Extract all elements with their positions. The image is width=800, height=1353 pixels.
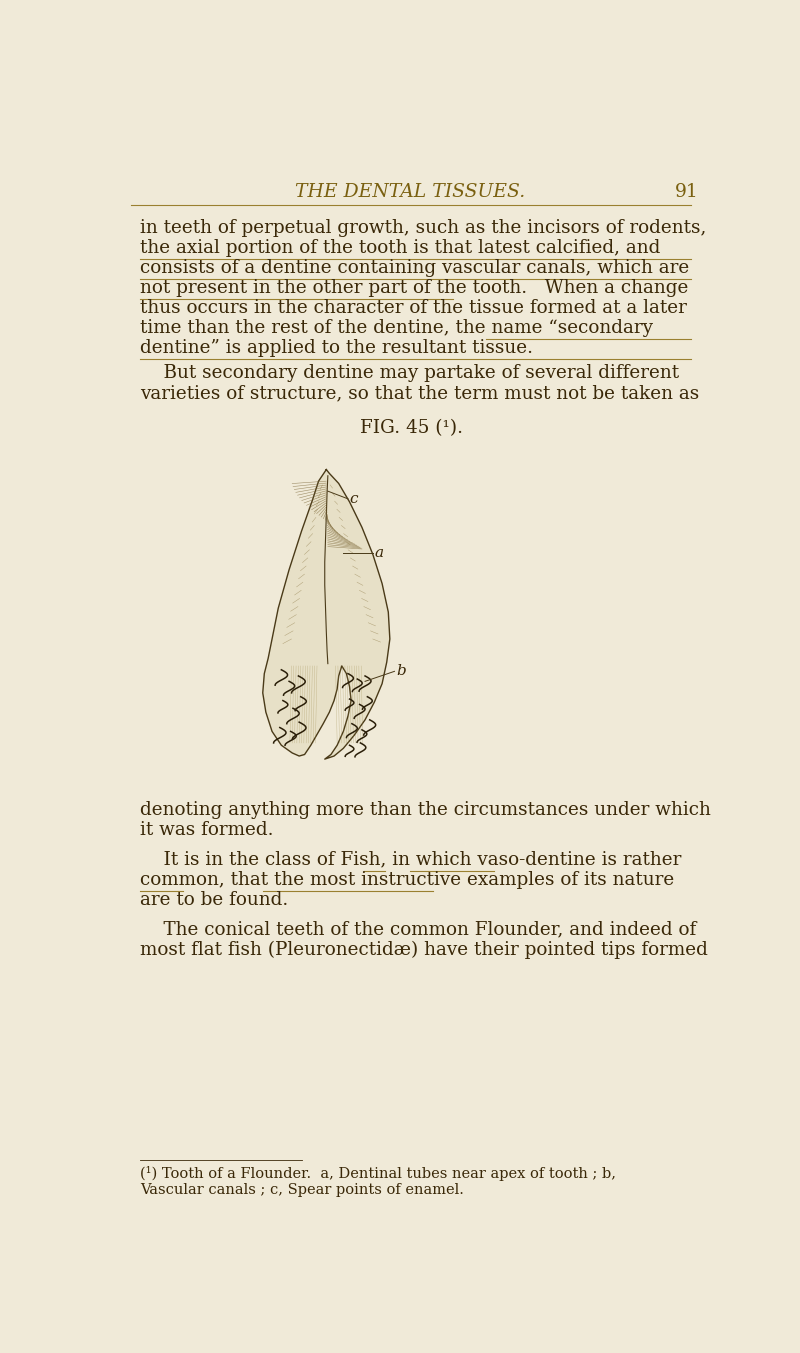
Text: most flat fish (Pleuronectidæ) have their pointed tips formed: most flat fish (Pleuronectidæ) have thei… (140, 940, 708, 959)
Text: 91: 91 (675, 183, 698, 200)
Text: dentine” is applied to the resultant tissue.: dentine” is applied to the resultant tis… (140, 340, 534, 357)
Text: THE DENTAL TISSUES.: THE DENTAL TISSUES. (295, 183, 525, 200)
Text: (¹) Tooth of a Flounder.  a, Dentinal tubes near apex of tooth ; b,
Vascular can: (¹) Tooth of a Flounder. a, Dentinal tub… (140, 1166, 616, 1197)
Text: FIG. 45 (¹).: FIG. 45 (¹). (360, 419, 462, 437)
Text: common, that the most instructive examples of its nature: common, that the most instructive exampl… (140, 871, 674, 889)
Text: not present in the other part of the tooth.   When a change: not present in the other part of the too… (140, 280, 689, 298)
Text: a: a (374, 545, 383, 560)
Text: varieties of structure, so that the term must not be taken as: varieties of structure, so that the term… (140, 384, 699, 402)
Text: in teeth of perpetual growth, such as the incisors of rodents,: in teeth of perpetual growth, such as th… (140, 219, 706, 237)
Text: The conical teeth of the common Flounder, and indeed of: The conical teeth of the common Flounder… (140, 921, 697, 939)
Text: It is in the class of Fish, in which vaso-dentine is rather: It is in the class of Fish, in which vas… (140, 851, 682, 869)
Text: But secondary dentine may partake of several different: But secondary dentine may partake of sev… (140, 364, 679, 382)
Text: thus occurs in the character of the tissue formed at a later: thus occurs in the character of the tiss… (140, 299, 687, 318)
Text: it was formed.: it was formed. (140, 821, 274, 839)
Text: b: b (396, 664, 406, 678)
Text: consists of a dentine containing vascular canals, which are: consists of a dentine containing vascula… (140, 260, 690, 277)
Text: c: c (350, 492, 358, 506)
Text: time than the rest of the dentine, the name “secondary: time than the rest of the dentine, the n… (140, 319, 654, 337)
Text: the axial portion of the tooth is that latest calcified, and: the axial portion of the tooth is that l… (140, 239, 661, 257)
Text: are to be found.: are to be found. (140, 890, 289, 909)
Polygon shape (262, 469, 390, 759)
Text: denoting anything more than the circumstances under which: denoting anything more than the circumst… (140, 801, 711, 819)
